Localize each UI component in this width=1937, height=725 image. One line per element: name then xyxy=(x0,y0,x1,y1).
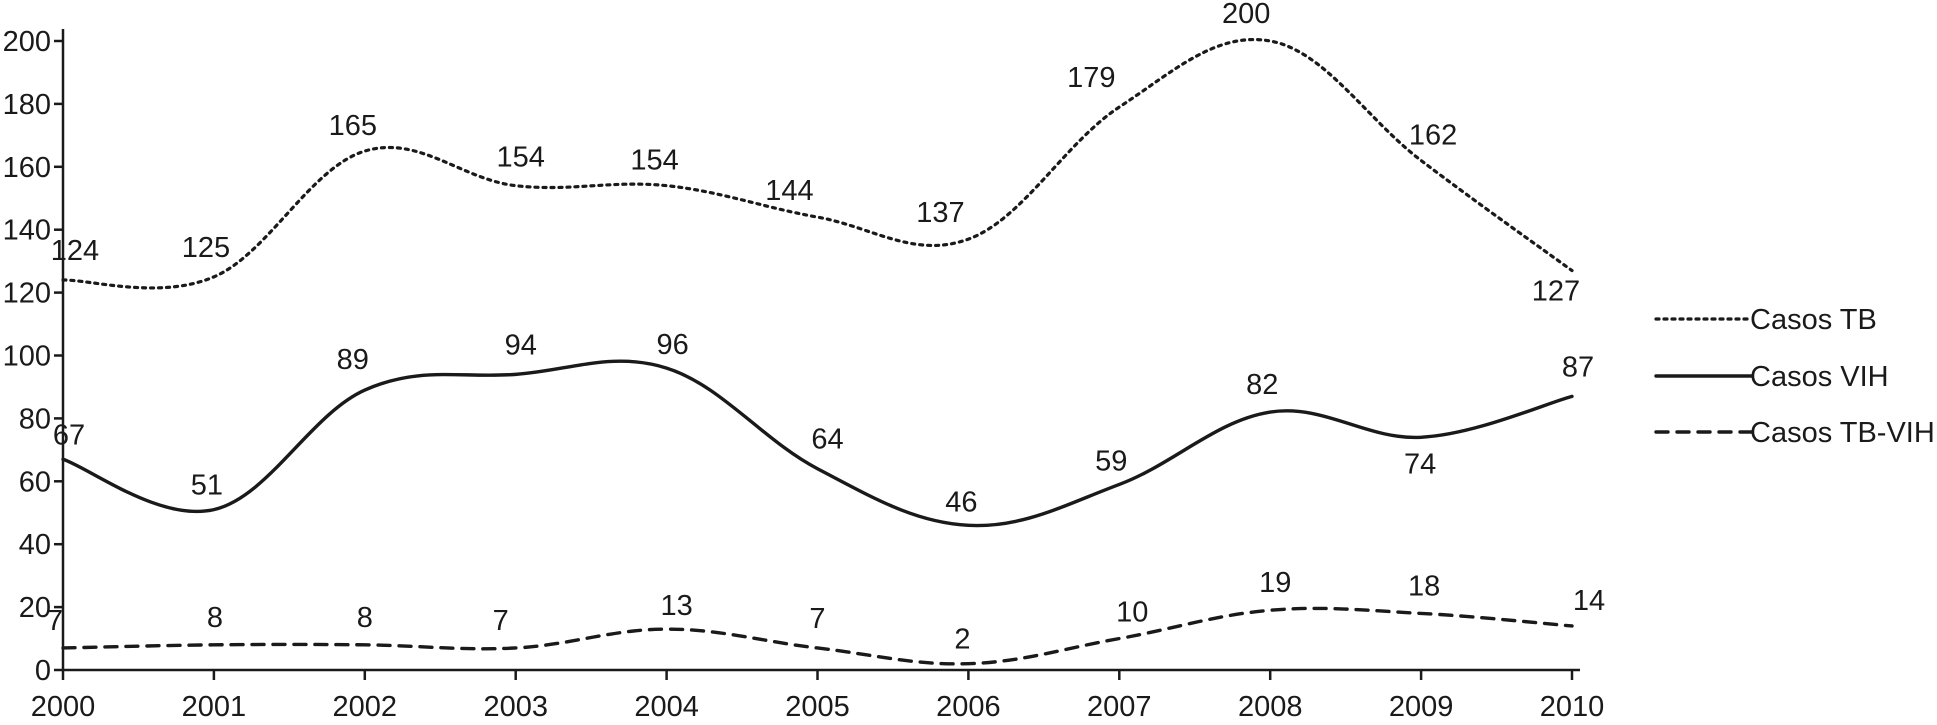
data-label: 8 xyxy=(207,602,223,634)
legend: Casos TB Casos VIH Casos TB-VIH xyxy=(1654,304,1935,449)
x-tick-label: 2006 xyxy=(936,691,1001,723)
y-tick-label: 120 xyxy=(3,278,51,310)
data-label: 59 xyxy=(1095,445,1127,477)
data-label: 162 xyxy=(1409,120,1457,152)
series-line-casos-tb-vih xyxy=(61,606,1574,666)
x-tick-label: 2010 xyxy=(1540,691,1605,723)
y-tick-label: 140 xyxy=(3,215,51,247)
data-label: 18 xyxy=(1408,570,1440,602)
y-tick-label: 0 xyxy=(35,655,51,687)
y-tick-label: 80 xyxy=(19,403,51,435)
data-label: 19 xyxy=(1259,567,1291,599)
x-tick-label: 2001 xyxy=(182,691,247,723)
data-label: 154 xyxy=(497,142,545,174)
data-label: 2 xyxy=(954,624,970,656)
data-label: 51 xyxy=(191,470,223,502)
data-label: 46 xyxy=(945,486,977,518)
series-lines xyxy=(61,38,1574,666)
y-tick-label: 100 xyxy=(3,341,51,373)
data-label: 7 xyxy=(809,603,825,635)
data-label: 10 xyxy=(1116,597,1148,629)
axes xyxy=(61,29,1580,672)
data-label: 94 xyxy=(505,329,537,361)
x-tick-label: 2005 xyxy=(785,691,850,723)
data-label: 179 xyxy=(1067,62,1115,94)
data-label: 127 xyxy=(1532,276,1580,308)
data-label: 67 xyxy=(53,419,85,451)
y-tick-label: 60 xyxy=(19,466,51,498)
data-label: 64 xyxy=(811,424,843,456)
y-tick-label: 180 xyxy=(3,89,51,121)
x-tick-label: 2000 xyxy=(31,691,96,723)
data-label: 125 xyxy=(182,232,230,264)
data-label: 96 xyxy=(656,329,688,361)
data-label: 144 xyxy=(765,175,813,207)
y-tick-label: 20 xyxy=(19,592,51,624)
data-label: 13 xyxy=(660,590,692,622)
data-label: 154 xyxy=(630,145,678,177)
y-tick-label: 40 xyxy=(19,529,51,561)
x-axis-ticks: 2000 2001 2002 2003 2004 2005 2006 2007 2008 2009… xyxy=(31,670,1605,723)
data-label: 82 xyxy=(1246,369,1278,401)
y-tick-label: 200 xyxy=(3,26,51,58)
data-label: 14 xyxy=(1573,585,1605,617)
data-label: 137 xyxy=(916,197,964,229)
x-tick-label: 2009 xyxy=(1389,691,1454,723)
y-tick-label: 160 xyxy=(3,152,51,184)
x-tick-label: 2004 xyxy=(634,691,699,723)
data-label: 74 xyxy=(1404,448,1436,480)
y-axis-ticks: 0 20 40 60 80 100 120 140 160 180 200 xyxy=(3,26,63,687)
legend-label: Casos TB xyxy=(1750,304,1877,336)
x-tick-label: 2008 xyxy=(1238,691,1303,723)
data-label: 124 xyxy=(51,235,99,267)
legend-label: Casos VIH xyxy=(1750,361,1889,393)
x-tick-label: 2007 xyxy=(1087,691,1152,723)
data-label: 89 xyxy=(337,344,369,376)
data-label: 200 xyxy=(1222,0,1270,30)
data-label: 7 xyxy=(493,605,509,637)
data-label: 87 xyxy=(1562,351,1594,383)
data-label: 8 xyxy=(357,602,373,634)
x-tick-label: 2002 xyxy=(333,691,398,723)
x-tick-label: 2003 xyxy=(483,691,548,723)
legend-label: Casos TB-VIH xyxy=(1750,417,1935,449)
series-line-casos-tb xyxy=(61,38,1574,290)
data-label: 165 xyxy=(329,110,377,142)
series-line-casos-vih xyxy=(61,359,1574,528)
data-label: 7 xyxy=(47,605,63,637)
